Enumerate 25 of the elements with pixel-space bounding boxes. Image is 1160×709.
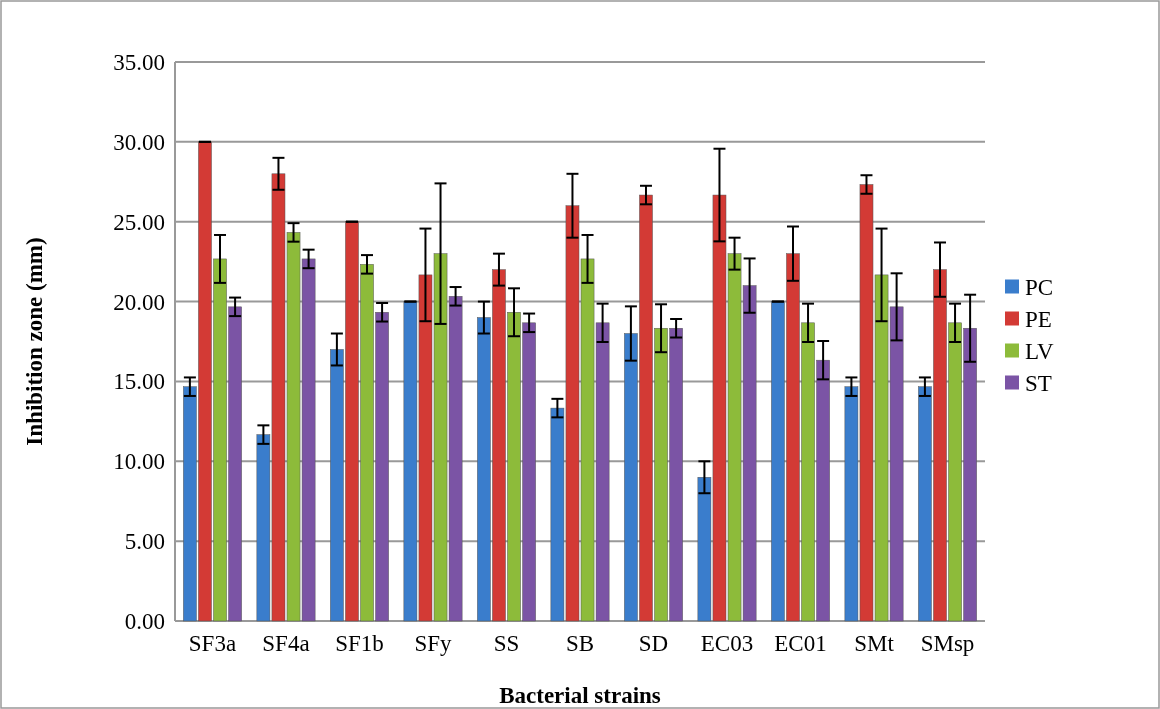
y-axis-title: Inhibition zone (mm) bbox=[22, 237, 47, 446]
y-tick-label: 25.00 bbox=[113, 209, 165, 235]
x-tick-label: SF3a bbox=[188, 631, 237, 656]
y-tick-label: 15.00 bbox=[113, 369, 165, 395]
x-axis-title: Bacterial strains bbox=[499, 683, 661, 708]
legend-label: PE bbox=[1025, 306, 1052, 332]
x-tick-label: SD bbox=[638, 631, 669, 656]
legend-label: ST bbox=[1025, 370, 1052, 396]
y-tick-label: 10.00 bbox=[113, 449, 165, 475]
x-tick-label: SMt bbox=[854, 631, 895, 656]
y-tick-label: 5.00 bbox=[124, 529, 165, 555]
y-tick-label: 30.00 bbox=[113, 129, 165, 155]
y-tick-label: 0.00 bbox=[124, 609, 165, 635]
legend-label: PC bbox=[1025, 274, 1054, 300]
x-tick-label: SS bbox=[493, 631, 520, 656]
x-tick-label: SMsp bbox=[920, 631, 975, 656]
x-tick-label: EC01 bbox=[774, 631, 827, 656]
x-tick-label: SF4a bbox=[262, 631, 310, 656]
x-tick-label: EC03 bbox=[700, 631, 754, 656]
y-tick-label: 20.00 bbox=[113, 289, 165, 315]
x-tick-label: SF1b bbox=[335, 631, 384, 656]
legend-label: LV bbox=[1025, 338, 1054, 364]
x-tick-label: SFy bbox=[414, 631, 453, 656]
y-tick-label: 35.00 bbox=[113, 50, 165, 76]
x-tick-label: SB bbox=[565, 631, 595, 656]
